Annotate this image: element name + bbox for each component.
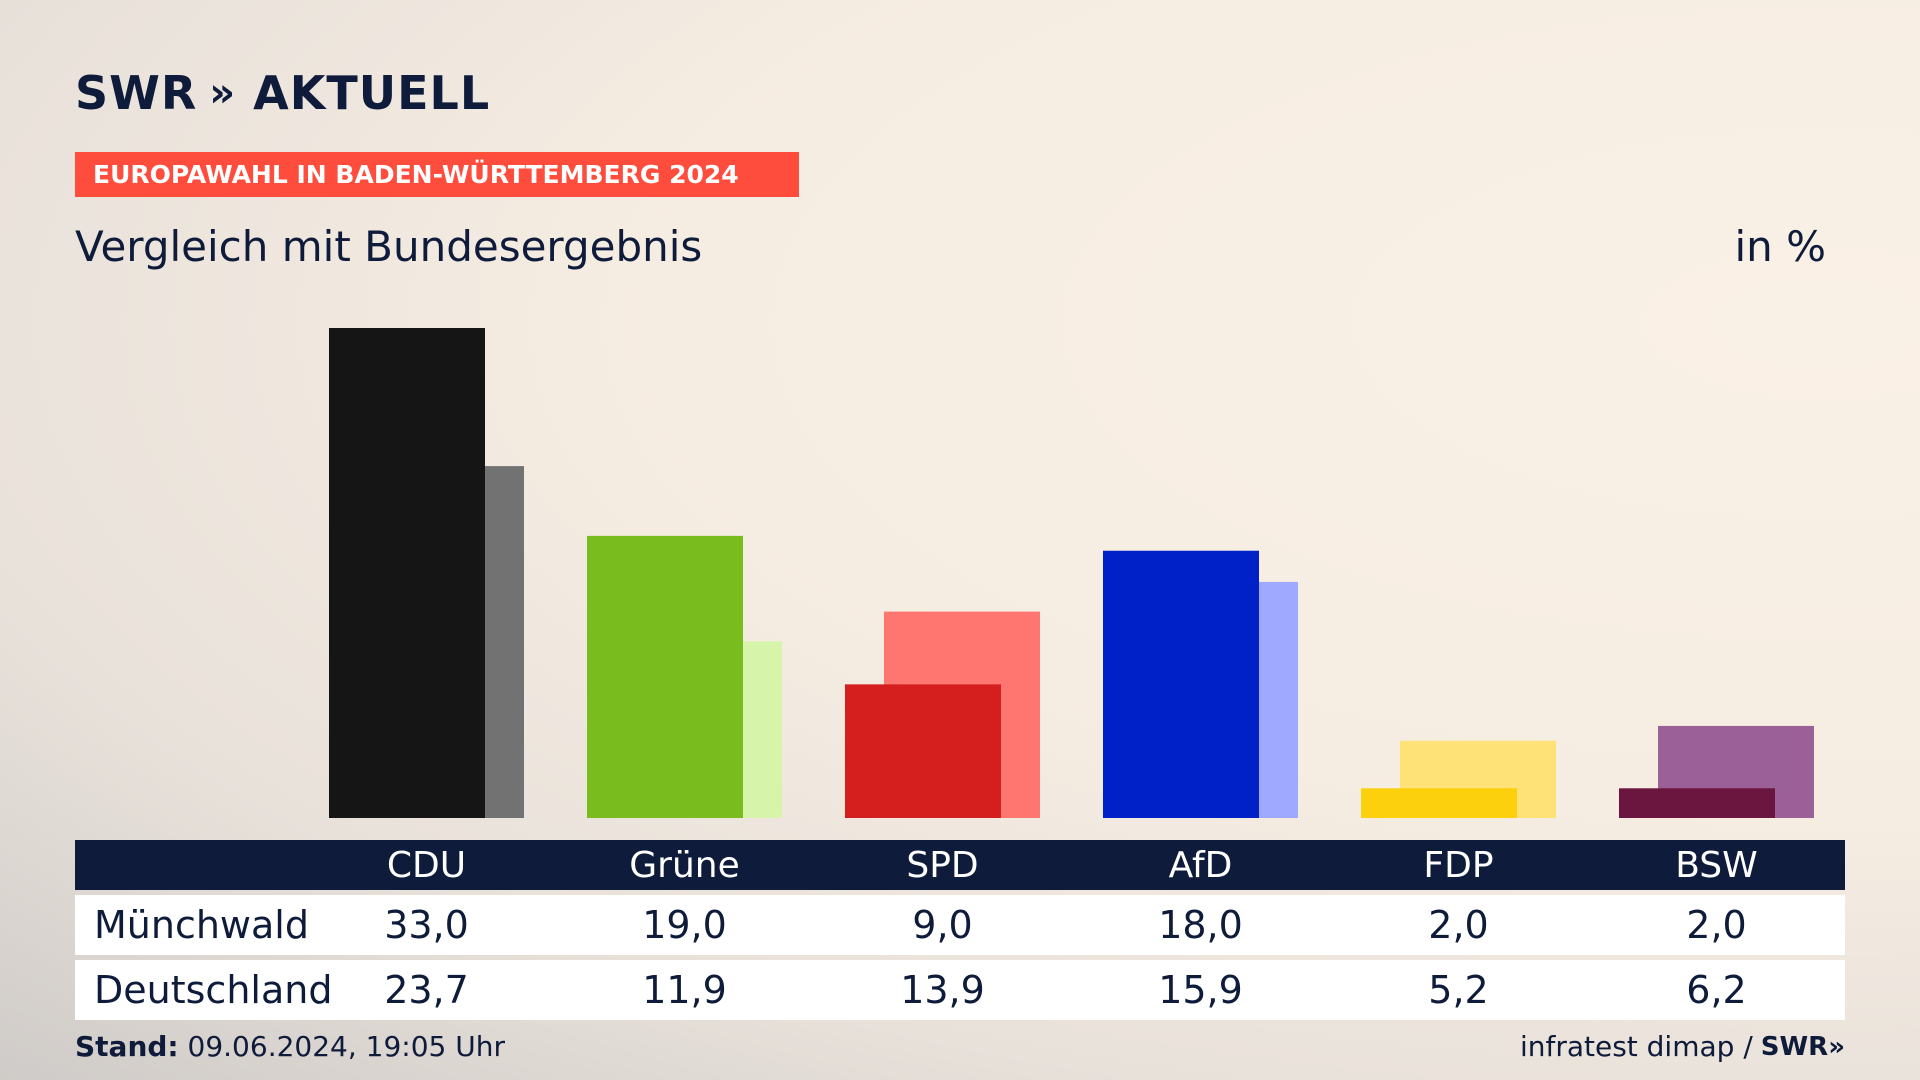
- stand-label: Stand:: [75, 1030, 179, 1063]
- header-fdp: FDP: [1423, 844, 1494, 886]
- source-text: infratest dimap /: [1519, 1030, 1753, 1063]
- table-cell: 33,0: [384, 903, 469, 947]
- swr-aktuell-logo: SWR » AKTUELL: [75, 66, 490, 120]
- table-cell: 13,9: [900, 968, 985, 1012]
- table-cell: 11,9: [642, 968, 727, 1012]
- table-cell: 23,7: [384, 968, 469, 1012]
- table-cell: 5,2: [1428, 968, 1489, 1012]
- logo-swr: SWR: [75, 66, 198, 120]
- table-cell: 2,0: [1686, 903, 1747, 947]
- timestamp: Stand: 09.06.2024, 19:05 Uhr: [75, 1030, 505, 1063]
- table-cell: 18,0: [1158, 903, 1243, 947]
- header-spd: SPD: [906, 844, 979, 886]
- bar-cdu-muenchwald: [329, 328, 485, 818]
- unit-label: in %: [1734, 222, 1826, 271]
- table-cell: 6,2: [1686, 968, 1747, 1012]
- row-label: Münchwald: [94, 903, 309, 947]
- results-table: CDU Grüne SPD AfD FDP BSW Münchwald 33,0…: [75, 840, 1845, 1020]
- table-row: Münchwald 33,0 19,0 9,0 18,0 2,0 2,0: [75, 895, 1845, 955]
- bar-afd-muenchwald: [1103, 550, 1259, 818]
- header-bsw: BSW: [1675, 844, 1758, 886]
- chart-subtitle: Vergleich mit Bundesergebnis: [75, 222, 703, 271]
- bar-spd-muenchwald: [845, 684, 1001, 818]
- stand-value: 09.06.2024, 19:05 Uhr: [187, 1030, 505, 1063]
- table-cell: 2,0: [1428, 903, 1489, 947]
- header-afd: AfD: [1168, 844, 1233, 886]
- source-credit: infratest dimap / SWR»: [1520, 1030, 1845, 1063]
- table-header-row: CDU Grüne SPD AfD FDP BSW: [75, 840, 1845, 890]
- swr-small-logo: SWR»: [1760, 1031, 1845, 1062]
- table-cell: 9,0: [912, 903, 973, 947]
- bar-fdp-muenchwald: [1361, 788, 1517, 818]
- table-cell: 15,9: [1158, 968, 1243, 1012]
- table-cell: 19,0: [642, 903, 727, 947]
- header-cdu: CDU: [386, 844, 467, 886]
- header-gruene: Grüne: [629, 844, 740, 886]
- table-row: Deutschland 23,7 11,9 13,9 15,9 5,2 6,2: [75, 960, 1845, 1020]
- row-label: Deutschland: [94, 968, 333, 1012]
- logo-aktuell: AKTUELL: [253, 66, 491, 120]
- bar-bsw-muenchwald: [1619, 788, 1775, 818]
- election-banner: EUROPAWAHL IN BADEN-WÜRTTEMBERG 2024: [75, 152, 799, 197]
- bar-grüne-muenchwald: [587, 535, 743, 818]
